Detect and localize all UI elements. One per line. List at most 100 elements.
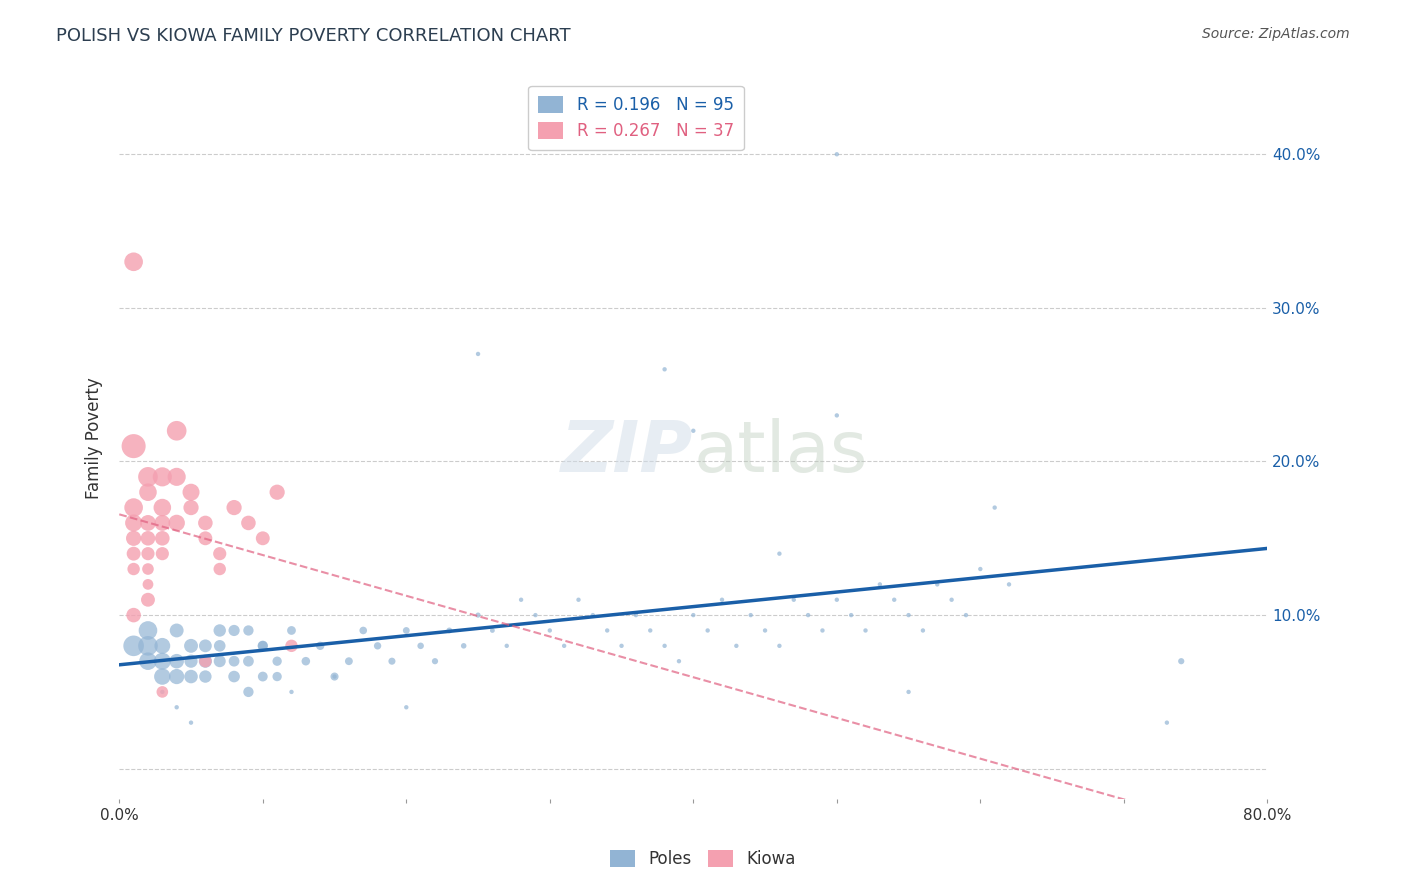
Point [638,624,661,638]
Point [180,639,202,653]
Point [266,654,288,668]
Point [238,516,260,530]
Point [1156,715,1178,730]
Point [252,531,274,545]
Point [811,624,834,638]
Point [122,562,145,576]
Point [238,685,260,699]
Point [825,409,848,423]
Point [180,654,202,668]
Point [869,577,891,591]
Point [122,254,145,268]
Point [855,624,877,638]
Point [582,608,605,623]
Point [180,669,202,683]
Point [136,654,159,668]
Point [150,500,173,515]
Point [897,608,920,623]
Point [725,639,748,653]
Point [208,547,231,561]
Point [280,685,302,699]
Point [180,500,202,515]
Point [941,592,963,607]
Point [122,608,145,623]
Point [194,639,217,653]
Point [208,562,231,576]
Point [897,685,920,699]
Point [208,624,231,638]
Point [337,654,360,668]
Point [136,592,159,607]
Point [122,516,145,530]
Legend: R = 0.196   N = 95, R = 0.267   N = 37: R = 0.196 N = 95, R = 0.267 N = 37 [529,86,744,151]
Point [538,624,561,638]
Point [395,624,418,638]
Text: atlas: atlas [693,418,868,487]
Text: Source: ZipAtlas.com: Source: ZipAtlas.com [1202,27,1350,41]
Point [150,669,173,683]
Point [266,485,288,500]
Point [381,654,404,668]
Point [222,624,245,638]
Point [825,147,848,161]
Point [323,669,346,683]
Point [481,624,503,638]
Point [510,592,533,607]
Text: POLISH VS KIOWA FAMILY POVERTY CORRELATION CHART: POLISH VS KIOWA FAMILY POVERTY CORRELATI… [56,27,571,45]
Point [453,639,475,653]
Point [166,424,188,438]
Point [495,639,517,653]
Point [280,639,302,653]
Point [1170,654,1192,668]
Point [983,500,1005,515]
Point [969,562,991,576]
Point [768,639,790,653]
Point [768,547,790,561]
Point [696,624,718,638]
Point [194,654,217,668]
Point [654,639,676,653]
Point [252,639,274,653]
Point [998,577,1021,591]
Point [166,624,188,638]
Point [136,531,159,545]
Text: ZIP: ZIP [561,418,693,487]
Point [797,608,820,623]
Point [208,639,231,653]
Point [668,654,690,668]
Point [194,654,217,668]
Point [136,485,159,500]
Point [136,639,159,653]
Point [166,700,188,714]
Point [194,516,217,530]
Point [839,608,862,623]
Point [323,669,346,683]
Point [150,547,173,561]
Point [654,362,676,376]
Point [367,639,389,653]
Point [150,685,173,699]
Point [194,669,217,683]
Point [610,639,633,653]
Point [166,516,188,530]
Legend: Poles, Kiowa: Poles, Kiowa [603,843,803,875]
Point [238,624,260,638]
Point [122,639,145,653]
Point [754,624,776,638]
Point [467,608,489,623]
Point [122,439,145,453]
Point [180,715,202,730]
Point [122,547,145,561]
Point [524,608,547,623]
Point [150,470,173,484]
Point [309,639,332,653]
Point [150,685,173,699]
Point [136,470,159,484]
Point [194,531,217,545]
Point [166,654,188,668]
Point [136,577,159,591]
Point [266,669,288,683]
Point [409,639,432,653]
Point [136,562,159,576]
Point [208,654,231,668]
